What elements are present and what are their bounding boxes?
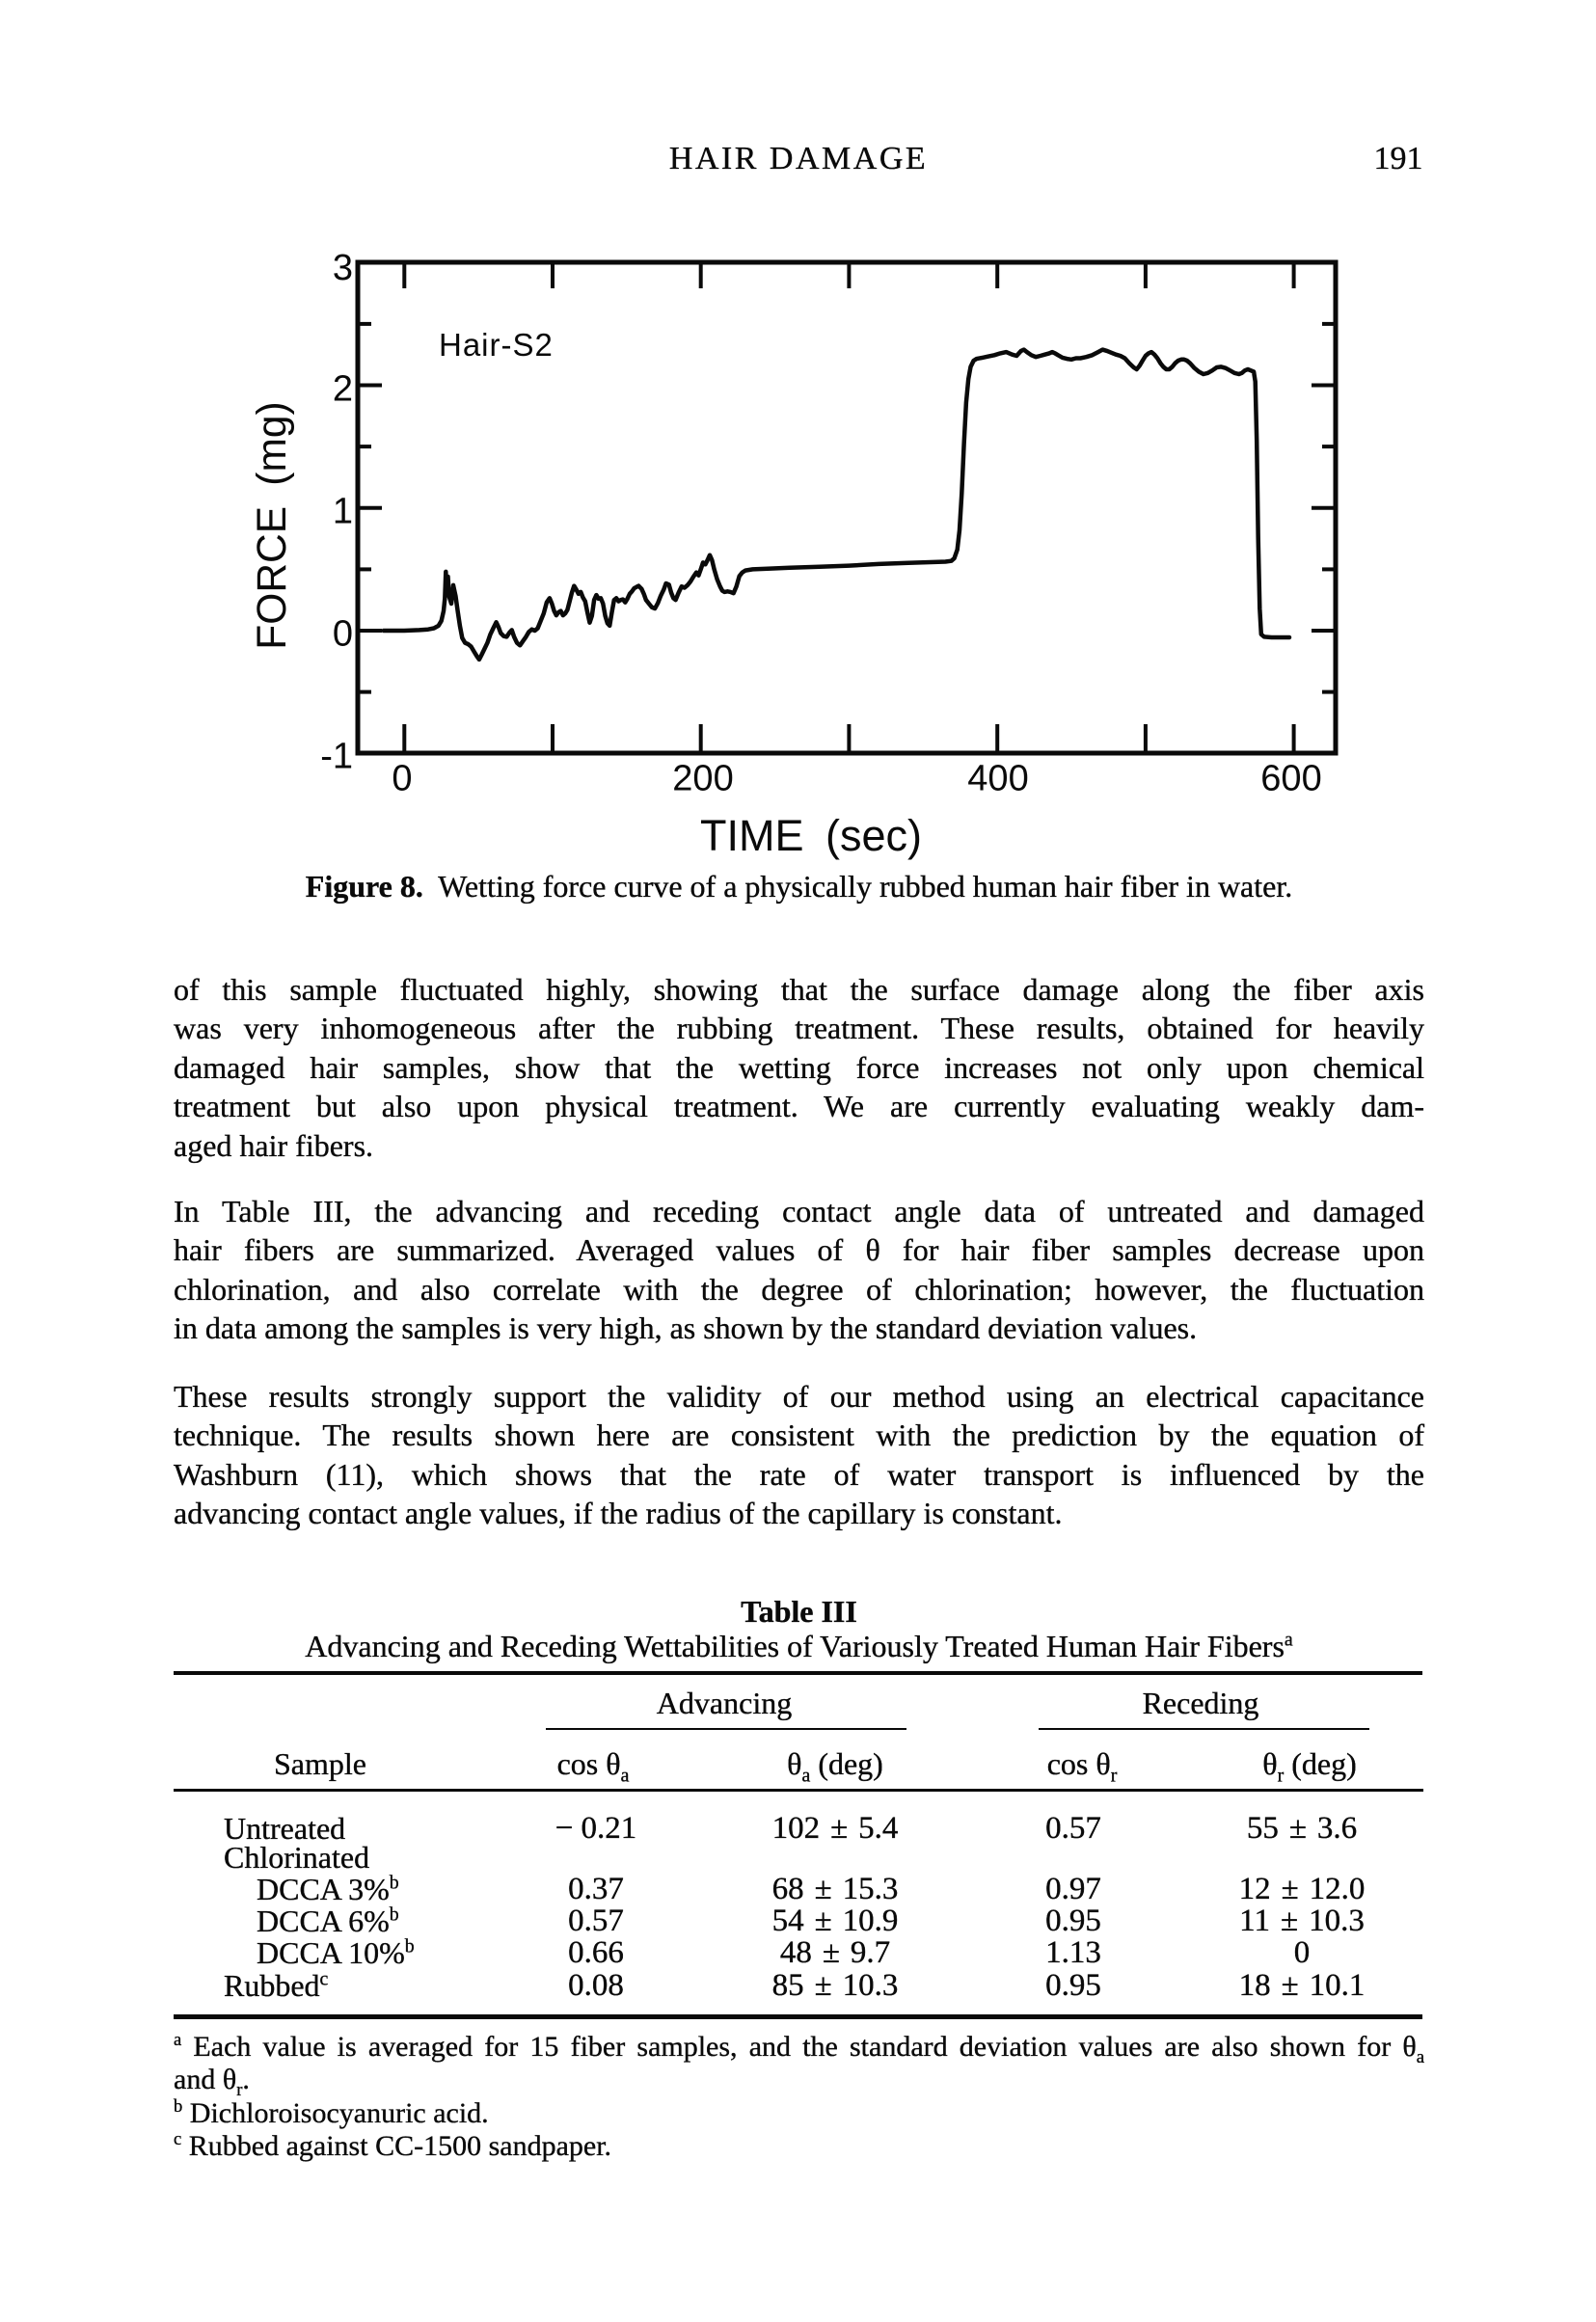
svg-text:3: 3 bbox=[333, 248, 353, 288]
svg-text:200: 200 bbox=[672, 759, 733, 799]
svg-text:-1: -1 bbox=[320, 737, 353, 777]
svg-text:1: 1 bbox=[333, 492, 353, 532]
svg-text:0: 0 bbox=[392, 759, 412, 799]
svg-text:2: 2 bbox=[333, 369, 353, 410]
svg-text:Hair-S2: Hair-S2 bbox=[439, 327, 554, 363]
svg-text:FORCE (mg): FORCE (mg) bbox=[250, 401, 295, 649]
svg-text:600: 600 bbox=[1260, 759, 1321, 799]
svg-text:TIME (sec): TIME (sec) bbox=[700, 811, 922, 860]
svg-text:0: 0 bbox=[333, 614, 353, 655]
svg-text:400: 400 bbox=[967, 759, 1028, 799]
